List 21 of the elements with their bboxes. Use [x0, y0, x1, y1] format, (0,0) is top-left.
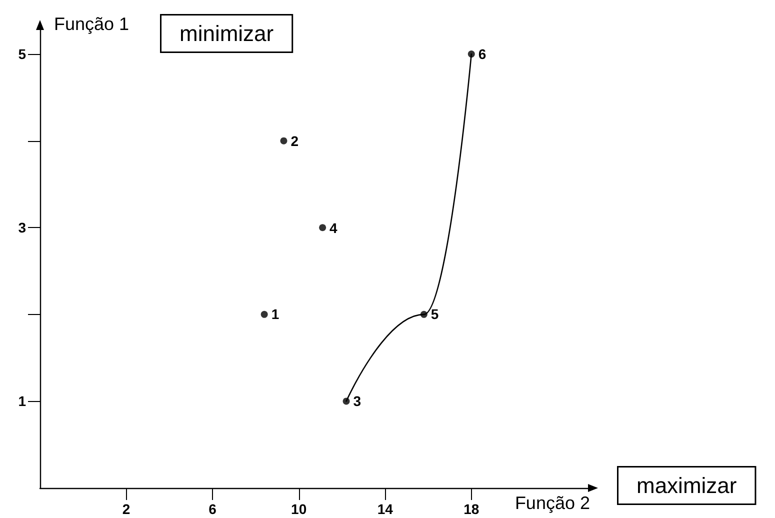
x-tick-label: 14 [377, 501, 394, 517]
x-tick-label: 6 [208, 501, 217, 517]
point [319, 224, 326, 232]
x-tick-label: 10 [291, 501, 307, 517]
annotation: 6 [478, 46, 486, 62]
point [280, 137, 288, 144]
x-tick-label: 2 [122, 501, 130, 517]
annotation: 2 [290, 132, 299, 149]
point [260, 310, 268, 318]
y-tick-label: 1 [18, 393, 26, 410]
text: maximizar [636, 473, 737, 498]
annotation: 1 [271, 306, 280, 322]
annotation: 5 [430, 306, 439, 322]
x-axis-title: Função 2 [514, 493, 590, 513]
y-axis-title: Função 1 [54, 14, 130, 34]
annotation: 4 [330, 220, 338, 236]
y-tick-label: 5 [18, 46, 26, 62]
annotation: minimizar [180, 21, 274, 46]
annotation: 3 [353, 393, 362, 410]
x-tick-label: 18 [464, 501, 480, 517]
y-tick-label: 3 [18, 220, 26, 236]
